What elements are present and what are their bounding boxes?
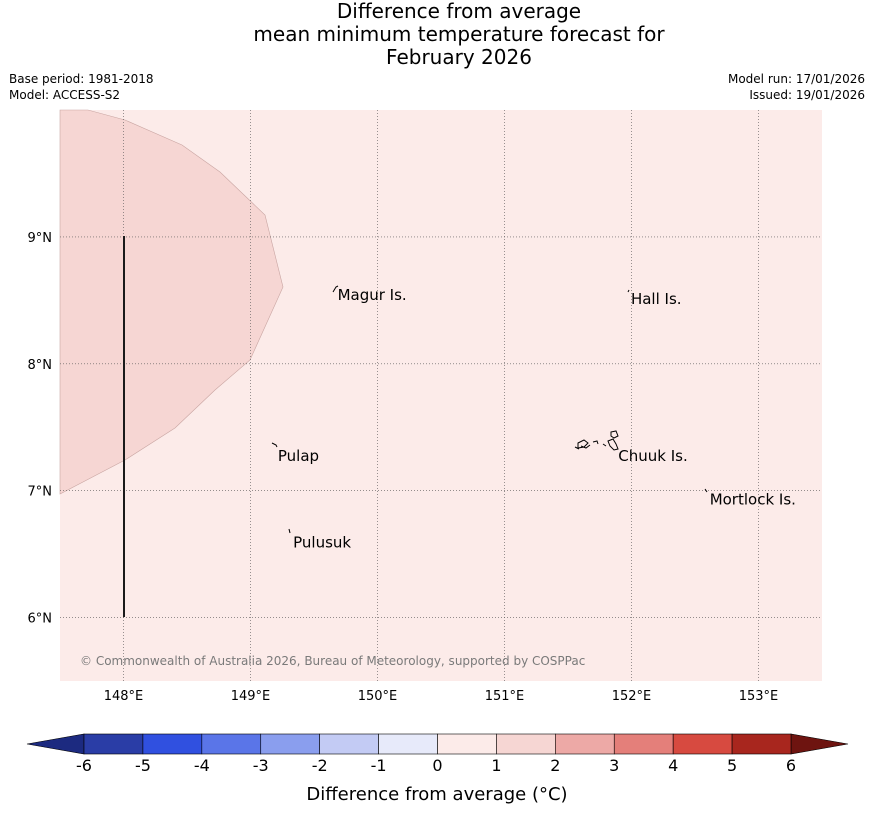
- colorbar-tick-label: -1: [371, 756, 387, 775]
- colorbar-tick-label: 5: [727, 756, 737, 775]
- island-mortlock: [704, 488, 708, 493]
- model-run: Model run: 17/01/2026: [727, 72, 865, 86]
- base-period: Base period: 1981-2018: [9, 72, 154, 86]
- colorbar: -6 -5 -4 -3 -2 -1 0 1 2 3 4 5 6 Difference from aver…: [26, 733, 849, 805]
- colorbar-over-arrow: [790, 733, 849, 755]
- title-line-1: Difference from average: [336, 0, 582, 23]
- chart-title: Difference from average mean minimum tem…: [0, 0, 873, 69]
- lon-tick-label: 153°E: [739, 689, 779, 704]
- colorbar-segment: [613, 733, 674, 755]
- map-area: 148°E 149°E 150°E 151°E 152°E 153°E 9°N 8°N 7°N 6…: [28, 109, 822, 704]
- colorbar-tick-label: 3: [609, 756, 619, 775]
- colorbar-tick-label: 6: [786, 756, 796, 775]
- island-pulap: [271, 442, 278, 448]
- axis-tick-labels: 148°E 149°E 150°E 151°E 152°E 153°E 9°N 8°N 7°N 6…: [28, 231, 779, 704]
- copyright-notice: © Commonwealth of Australia 2026, Bureau…: [80, 654, 585, 668]
- colorbar-tick-label: -5: [135, 756, 151, 775]
- colorbar-segment: [201, 733, 262, 755]
- colorbar-tick-label: -3: [253, 756, 269, 775]
- graticule: [60, 110, 822, 681]
- lat-tick-label: 8°N: [28, 358, 53, 373]
- meta-left: Base period: 1981-2018 Model: ACCESS-S2: [9, 71, 154, 103]
- island-chuuk-lagoon: [574, 430, 619, 451]
- colorbar-segment: [378, 733, 438, 755]
- colorbar-segment: [496, 733, 556, 755]
- place-label: Chuuk Is.: [618, 447, 687, 465]
- colorbar-tick-label: 2: [550, 756, 560, 775]
- island-magur: [332, 285, 339, 293]
- place-labels: Magur Is. Hall Is. Pulap Chuuk Is. Mortlock …: [278, 286, 796, 551]
- model-name: Model: ACCESS-S2: [9, 88, 121, 102]
- colorbar-segment: [437, 733, 497, 755]
- colorbar-tick-labels: -6 -5 -4 -3 -2 -1 0 1 2 3 4 5 6: [76, 756, 796, 775]
- colorbar-segment: [731, 733, 792, 755]
- place-label: Hall Is.: [631, 290, 682, 308]
- issued-date: Issued: 19/01/2026: [749, 88, 865, 102]
- place-label: Magur Is.: [338, 286, 407, 304]
- colorbar-segment: [672, 733, 733, 755]
- lon-tick-label: 152°E: [612, 689, 652, 704]
- title-line-3: February 2026: [386, 45, 532, 69]
- colorbar-tick-label: -2: [312, 756, 328, 775]
- island-pulusuk: [288, 528, 291, 534]
- colorbar-segment: [260, 733, 320, 755]
- place-label: Pulusuk: [293, 533, 351, 551]
- island-outlines: [271, 285, 708, 534]
- colorbar-segment: [555, 733, 615, 755]
- colorbar-tick-label: 1: [491, 756, 501, 775]
- lon-tick-label: 151°E: [485, 689, 525, 704]
- place-label: Pulap: [278, 447, 319, 465]
- colorbar-tick-label: -6: [76, 756, 92, 775]
- colorbar-tick-label: 0: [432, 756, 442, 775]
- title-line-2: mean minimum temperature forecast for: [253, 22, 665, 46]
- island-hall: [627, 289, 630, 293]
- colorbar-tick-label: -4: [194, 756, 210, 775]
- colorbar-segment: [142, 733, 203, 755]
- lat-tick-label: 7°N: [28, 485, 53, 500]
- colorbar-under-arrow: [26, 733, 85, 755]
- place-label: Mortlock Is.: [710, 490, 796, 508]
- colorbar-segment: [319, 733, 379, 755]
- colorbar-segment: [83, 733, 144, 755]
- colorbar-tick-label: 4: [668, 756, 678, 775]
- meta-right: Model run: 17/01/2026 Issued: 19/01/2026: [728, 71, 865, 103]
- colorbar-label: Difference from average (°C): [306, 784, 567, 805]
- lon-tick-label: 150°E: [358, 689, 398, 704]
- lat-tick-label: 9°N: [28, 231, 53, 246]
- lat-tick-label: 6°N: [28, 612, 53, 627]
- colorbar-segments: [26, 733, 849, 755]
- lon-tick-label: 149°E: [231, 689, 271, 704]
- lon-tick-label: 148°E: [104, 689, 144, 704]
